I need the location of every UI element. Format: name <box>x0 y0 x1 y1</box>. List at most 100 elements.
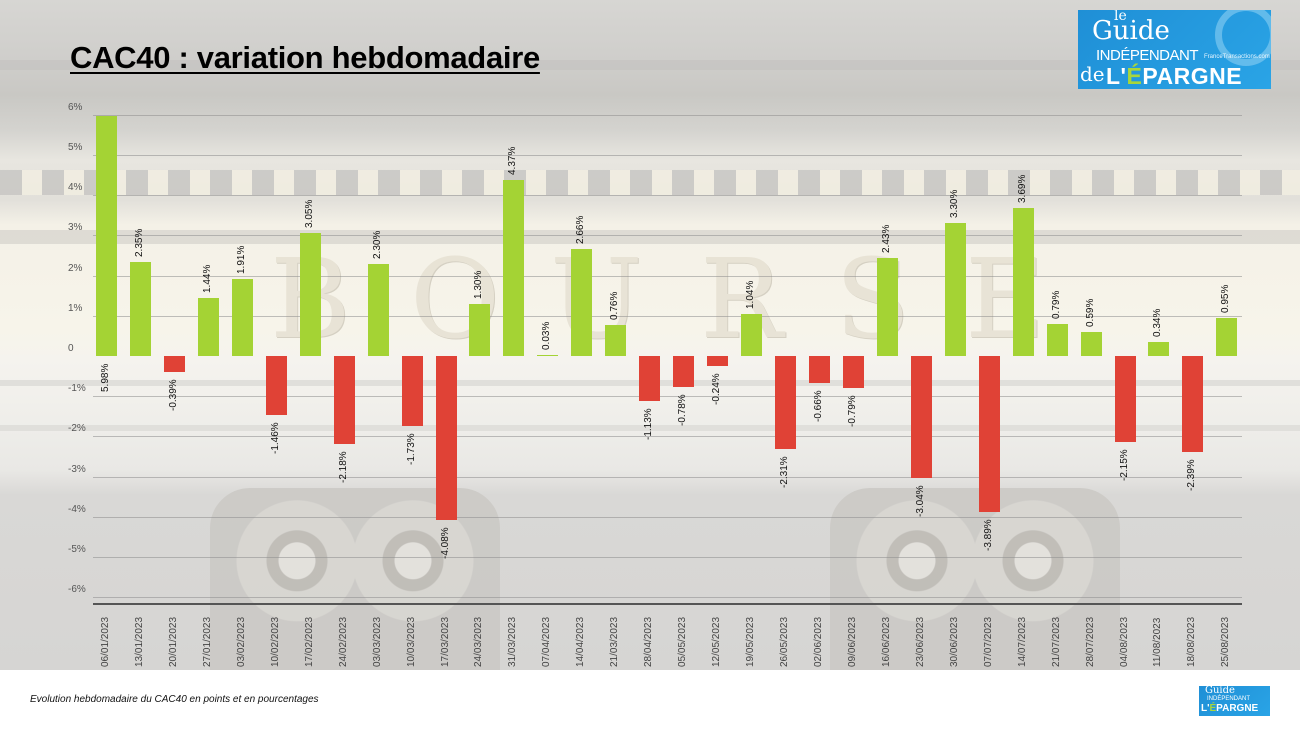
guide-epargne-logo: le Guide INDÉPENDANT FranceTransactions.… <box>1078 10 1271 89</box>
background-bourse-facade: B O U R S E <box>0 0 1300 670</box>
bar-value-label: 2.66% <box>575 215 586 244</box>
bar <box>1182 356 1203 452</box>
bar-value-label: 2.30% <box>372 230 383 259</box>
bar-value-label: 0.95% <box>1220 284 1231 313</box>
y-axis-tick: 5% <box>68 142 83 153</box>
bar <box>266 356 287 415</box>
bar <box>334 356 355 444</box>
chart-caption: Evolution hebdomadaire du CAC40 en point… <box>30 694 319 705</box>
bar-value-label: -1.13% <box>643 407 654 440</box>
gridline <box>93 276 1242 277</box>
bar-value-label: 2.43% <box>881 224 892 253</box>
bar <box>1081 332 1102 356</box>
x-axis-date-label: 16/06/2023 <box>881 616 892 667</box>
bar <box>775 356 796 449</box>
y-axis-tick: 3% <box>68 222 83 233</box>
y-axis-tick: 4% <box>68 182 83 193</box>
bar-value-label: 0.79% <box>1051 290 1062 319</box>
bar <box>911 356 932 478</box>
y-axis-tick: -4% <box>68 504 86 515</box>
bar-value-label: -1.73% <box>406 432 417 465</box>
bar-value-label: -2.18% <box>338 450 349 483</box>
gridline <box>93 115 1242 116</box>
x-axis-date-label: 11/08/2023 <box>1152 617 1163 667</box>
bar <box>537 355 558 356</box>
bar-value-label: 1.04% <box>745 280 756 309</box>
x-axis-date-label: 20/01/2023 <box>168 616 179 667</box>
bar <box>741 314 762 356</box>
x-axis-date-label: 24/02/2023 <box>338 616 349 667</box>
bar-value-label: -0.79% <box>847 394 858 427</box>
gridline <box>93 477 1242 478</box>
bar <box>232 279 253 356</box>
y-axis-tick: -2% <box>68 423 86 434</box>
x-axis-date-label: 21/03/2023 <box>609 616 620 667</box>
y-axis-tick: 2% <box>68 263 83 274</box>
x-axis-date-label: 19/05/2023 <box>745 616 756 667</box>
gridline <box>93 235 1242 236</box>
bar <box>877 258 898 356</box>
bar-value-label: 3.30% <box>949 189 960 218</box>
bar <box>368 264 389 356</box>
x-axis-date-label: 13/01/2023 <box>134 616 145 667</box>
x-axis-date-label: 14/07/2023 <box>1017 616 1028 667</box>
bar <box>707 356 728 366</box>
bar-value-label: -4.08% <box>440 526 451 559</box>
gridline <box>93 597 1242 598</box>
bar-value-label: -2.31% <box>779 455 790 488</box>
gridline <box>93 155 1242 156</box>
x-axis-date-label: 10/03/2023 <box>406 616 417 667</box>
bar-value-label: 2.35% <box>134 228 145 257</box>
x-axis-date-label: 31/03/2023 <box>507 616 518 667</box>
bar-value-label: 0.03% <box>541 321 552 350</box>
bar <box>503 180 524 356</box>
bar <box>469 304 490 356</box>
bar <box>571 249 592 356</box>
guide-epargne-logo-small: Guide INDÉPENDANT L'ÉPARGNE <box>1199 686 1270 716</box>
bar <box>809 356 830 383</box>
y-axis-tick: 1% <box>68 303 83 314</box>
gridline <box>93 436 1242 437</box>
bar <box>979 356 1000 512</box>
bar <box>843 356 864 388</box>
bar-value-label: 0.34% <box>1152 308 1163 337</box>
bar-value-label: -0.24% <box>711 372 722 405</box>
x-axis-date-label: 18/08/2023 <box>1186 616 1197 667</box>
bar <box>96 116 117 356</box>
x-axis-date-label: 28/07/2023 <box>1085 616 1096 667</box>
y-axis-tick: -1% <box>68 383 86 394</box>
bar-value-label: 1.30% <box>473 270 484 299</box>
logo-de: de <box>1080 62 1105 86</box>
y-axis-tick: -3% <box>68 464 86 475</box>
logo-francetransactions: FranceTransactions.com <box>1204 54 1270 60</box>
gridline <box>93 557 1242 558</box>
bar-value-label: 1.91% <box>236 245 247 274</box>
bar <box>130 262 151 356</box>
bar <box>1047 324 1068 356</box>
x-axis-date-label: 04/08/2023 <box>1119 616 1130 667</box>
x-axis-date-label: 06/01/2023 <box>100 616 111 667</box>
gridline <box>93 396 1242 397</box>
x-axis-date-label: 14/04/2023 <box>575 616 586 667</box>
bar-value-label: -0.39% <box>168 378 179 411</box>
y-axis-tick: -5% <box>68 544 86 555</box>
x-axis-date-label: 03/02/2023 <box>236 616 247 667</box>
x-axis-date-label: 23/06/2023 <box>915 616 926 667</box>
bar-value-label: 1.44% <box>202 264 213 293</box>
bar <box>1013 208 1034 356</box>
x-axis-date-label: 27/01/2023 <box>202 616 213 667</box>
bar-value-label: -3.04% <box>915 484 926 517</box>
x-axis-date-label: 12/05/2023 <box>711 616 722 667</box>
x-axis-date-label: 25/08/2023 <box>1220 616 1231 667</box>
x-axis-date-label: 07/07/2023 <box>983 616 994 667</box>
bar-value-label: 5.98% <box>100 363 111 392</box>
bar <box>673 356 694 387</box>
ring-decoration-icon <box>1215 10 1271 66</box>
bar <box>1216 318 1237 356</box>
bar-value-label: 4.37% <box>507 146 518 175</box>
x-axis-line <box>93 603 1242 605</box>
bar <box>1115 356 1136 442</box>
bar-value-label: -3.89% <box>983 518 994 551</box>
x-axis-date-label: 26/05/2023 <box>779 616 790 667</box>
bar-value-label: 0.76% <box>609 291 620 320</box>
